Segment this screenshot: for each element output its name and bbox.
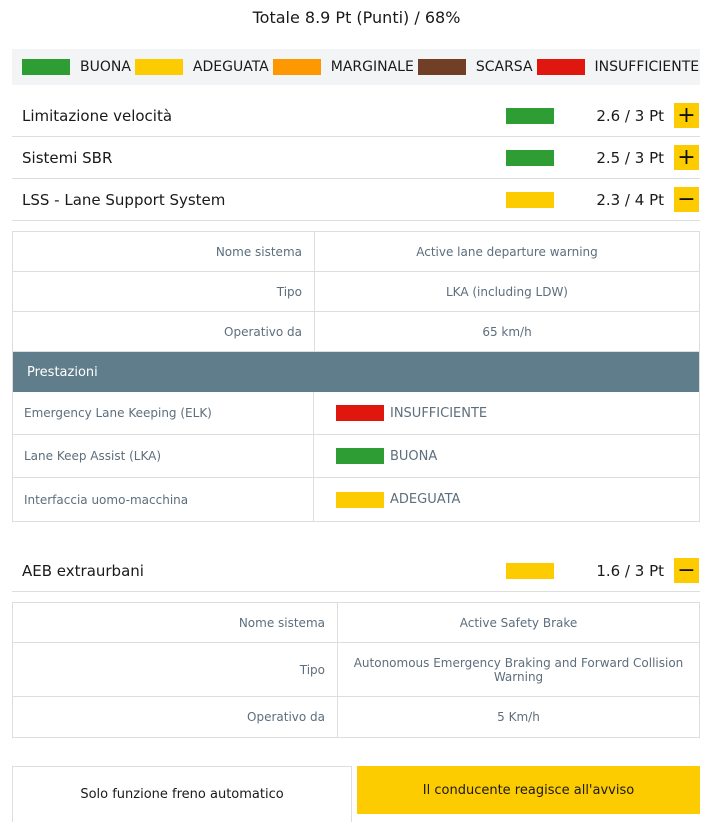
detail-value: Active lane departure warning xyxy=(416,244,598,259)
category-rating-bar xyxy=(506,562,554,579)
category-score: 2.5 / 3 Pt xyxy=(596,148,664,167)
detail-value: 5 Km/h xyxy=(497,710,540,724)
detail-label: Nome sistema xyxy=(13,603,338,642)
category-row-sbr[interactable]: Sistemi SBR 2.5 / 3 Pt + xyxy=(12,137,700,179)
aeb-scenario-tabs: Solo funzione freno automatico Il conduc… xyxy=(12,766,700,822)
rating-legend: BUONA ADEGUATA MARGINALE SCARSA INSUFFIC… xyxy=(12,49,700,85)
plus-icon[interactable]: + xyxy=(674,145,699,170)
detail-row: Tipo Autonomous Emergency Braking and Fo… xyxy=(13,643,699,697)
detail-label: Nome sistema xyxy=(13,232,315,271)
category-title: Limitazione velocità xyxy=(22,106,173,125)
performance-rating-text: INSUFFICIENTE xyxy=(390,405,488,421)
legend-label: INSUFFICIENTE xyxy=(594,59,700,75)
minus-icon[interactable]: − xyxy=(674,187,699,212)
detail-label: Operativo da xyxy=(13,312,315,351)
lss-detail-table: Nome sistema Active lane departure warni… xyxy=(12,231,700,522)
legend-item-insufficiente: INSUFFICIENTE xyxy=(536,59,704,75)
category-title: AEB extraurbani xyxy=(22,561,144,580)
detail-value: Autonomous Emergency Braking and Forward… xyxy=(353,655,684,684)
category-title: LSS - Lane Support System xyxy=(22,190,226,209)
aeb-detail-table: Nome sistema Active Safety Brake Tipo Au… xyxy=(12,602,700,738)
performance-rating-bar xyxy=(336,448,384,464)
legend-item-adeguata: ADEGUATA xyxy=(134,59,273,75)
category-title: Sistemi SBR xyxy=(22,148,113,167)
performance-row: Interfaccia uomo-macchina ADEGUATA xyxy=(13,478,699,521)
category-score: 2.6 / 3 Pt xyxy=(596,106,664,125)
performance-label: Interfaccia uomo-macchina xyxy=(13,478,314,521)
category-row-speed-limit[interactable]: Limitazione velocità 2.6 / 3 Pt + xyxy=(12,95,700,137)
legend-swatch-adeguata xyxy=(134,59,183,75)
performance-rating-bar xyxy=(336,491,384,508)
performance-rating-text: BUONA xyxy=(390,448,438,464)
performance-row: Lane Keep Assist (LKA) BUONA xyxy=(13,435,699,478)
performance-rating-bar xyxy=(336,405,384,421)
detail-row: Tipo LKA (including LDW) xyxy=(13,272,699,312)
performance-value: INSUFFICIENTE xyxy=(314,392,699,434)
performance-row: Emergency Lane Keeping (ELK) INSUFFICIEN… xyxy=(13,392,699,435)
category-score: 2.3 / 4 Pt xyxy=(596,190,664,209)
legend-label: SCARSA xyxy=(475,59,533,75)
legend-label: MARGINALE xyxy=(330,59,414,75)
category-score: 1.6 / 3 Pt xyxy=(596,561,664,580)
tab-solo-freno-automatico[interactable]: Solo funzione freno automatico xyxy=(12,766,352,822)
plus-icon[interactable]: + xyxy=(674,103,699,128)
legend-swatch-scarsa xyxy=(417,59,466,75)
detail-row: Operativo da 5 Km/h xyxy=(13,697,699,737)
category-rating-bar xyxy=(506,191,554,208)
tab-conducente-reagisce[interactable]: Il conducente reagisce all'avviso xyxy=(357,766,700,814)
category-rating-bar xyxy=(506,149,554,166)
detail-value: Active Safety Brake xyxy=(459,615,578,630)
total-score: Totale 8.9 Pt (Punti) / 68% xyxy=(252,8,461,27)
minus-icon[interactable]: − xyxy=(674,558,699,583)
performance-header: Prestazioni xyxy=(13,352,699,392)
category-row-aeb[interactable]: AEB extraurbani 1.6 / 3 Pt − xyxy=(12,550,700,592)
detail-value: LKA (including LDW) xyxy=(446,284,568,299)
legend-item-marginale: MARGINALE xyxy=(272,59,418,75)
legend-item-buona: BUONA xyxy=(22,59,135,75)
detail-value: 65 km/h xyxy=(482,324,532,339)
category-row-lss[interactable]: LSS - Lane Support System 2.3 / 4 Pt − xyxy=(12,179,700,221)
legend-item-scarsa: SCARSA xyxy=(417,59,537,75)
legend-swatch-marginale xyxy=(272,59,321,75)
legend-swatch-buona xyxy=(22,59,70,75)
category-rating-bar xyxy=(506,107,554,124)
performance-value: ADEGUATA xyxy=(314,478,699,521)
performance-label: Emergency Lane Keeping (ELK) xyxy=(13,392,314,434)
performance-rating-text: ADEGUATA xyxy=(390,492,461,507)
detail-label: Tipo xyxy=(13,272,315,311)
legend-swatch-insufficiente xyxy=(536,59,585,75)
detail-label: Operativo da xyxy=(13,697,338,737)
detail-row: Nome sistema Active lane departure warni… xyxy=(13,232,699,272)
performance-label: Lane Keep Assist (LKA) xyxy=(13,435,314,477)
detail-row: Operativo da 65 km/h xyxy=(13,312,699,352)
detail-label: Tipo xyxy=(13,643,338,696)
performance-value: BUONA xyxy=(314,435,699,477)
legend-label: BUONA xyxy=(80,59,131,75)
detail-row: Nome sistema Active Safety Brake xyxy=(13,603,699,643)
legend-label: ADEGUATA xyxy=(192,59,269,75)
